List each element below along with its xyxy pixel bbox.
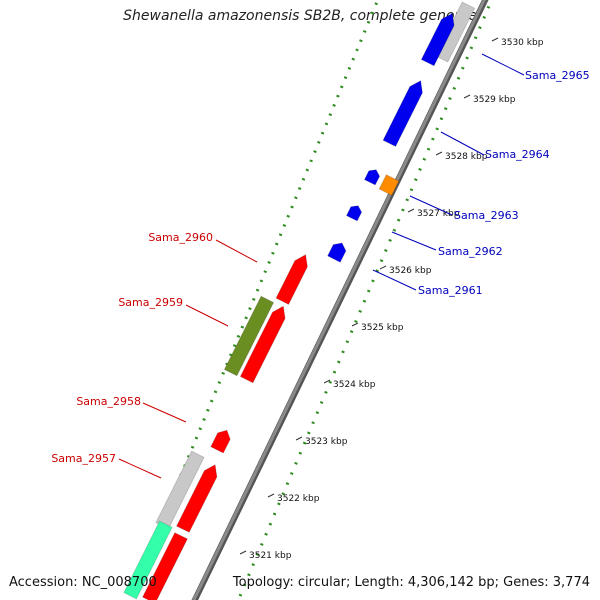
gene-label-leader — [481, 53, 525, 76]
gene-label: Sama_2963 — [454, 209, 519, 222]
gene-label: Sama_2964 — [485, 148, 550, 161]
gene-label: Sama_2965 — [525, 69, 590, 82]
tick-mark — [323, 379, 331, 384]
gene-teal-block — [123, 520, 173, 600]
gene-label: Sama_2962 — [438, 245, 503, 258]
tick-label: 3522 kbp — [277, 494, 320, 504]
tick-mark — [267, 493, 275, 498]
gene-sama-2957 — [175, 464, 218, 533]
gene-sama-2964 — [382, 79, 423, 148]
topology-label: Topology: circular; Length: 4,306,142 bp… — [232, 575, 590, 590]
gene-label-leader — [372, 269, 417, 291]
gene-label-leader — [215, 239, 258, 263]
gene-label-leader — [185, 304, 229, 327]
tick-label: 3527 kbp — [417, 209, 460, 219]
gene-label: Sama_2958 — [76, 395, 141, 408]
map-title: Shewanella amazonensis SB2B, complete ge… — [123, 8, 477, 24]
tick-label: 3528 kbp — [445, 152, 488, 162]
tick-mark — [379, 265, 387, 270]
tick-label: 3524 kbp — [333, 380, 376, 390]
gene-label-leader — [391, 231, 437, 251]
gene-sama-2961 — [327, 242, 347, 263]
gene-red-lower — [141, 532, 189, 600]
gene-label: Sama_2957 — [51, 452, 116, 465]
accession-label: Accession: NC_008700 — [9, 575, 157, 590]
gene-label: Sama_2960 — [148, 231, 213, 244]
gene-sama-2959-olive — [223, 295, 275, 377]
tick-mark — [295, 436, 303, 441]
tick-label: 3529 kbp — [473, 95, 516, 105]
tick-mark — [435, 151, 443, 156]
gene-label-leader — [409, 195, 453, 216]
gene-label-leader — [118, 458, 162, 479]
gene-sama-2962 — [345, 205, 363, 222]
tick-label: 3530 kbp — [501, 38, 544, 48]
tick-label: 3521 kbp — [249, 551, 292, 561]
gene-sama-2959 — [239, 305, 286, 384]
tick-mark — [463, 94, 471, 99]
gene-sama-2963 — [378, 174, 400, 196]
gene-sama-2958 — [210, 429, 231, 454]
tick-label: 3526 kbp — [389, 266, 432, 276]
inner-dotted-track — [238, 0, 494, 597]
backbone — [192, 0, 486, 600]
tick-mark — [407, 208, 415, 213]
gene-sama-2963b — [363, 169, 381, 186]
tick-mark — [491, 37, 499, 42]
tick-mark — [351, 322, 359, 327]
gene-label-leader — [142, 402, 187, 423]
tick-label: 3525 kbp — [361, 323, 404, 333]
gene-label: Sama_2959 — [118, 296, 183, 309]
gene-sama-2960 — [275, 253, 308, 306]
gene-sama-2965 — [420, 12, 455, 67]
tick-label: 3523 kbp — [305, 437, 348, 447]
gene-label-leader — [440, 131, 485, 156]
gene-label: Sama_2961 — [418, 284, 483, 297]
tick-mark — [239, 550, 247, 555]
